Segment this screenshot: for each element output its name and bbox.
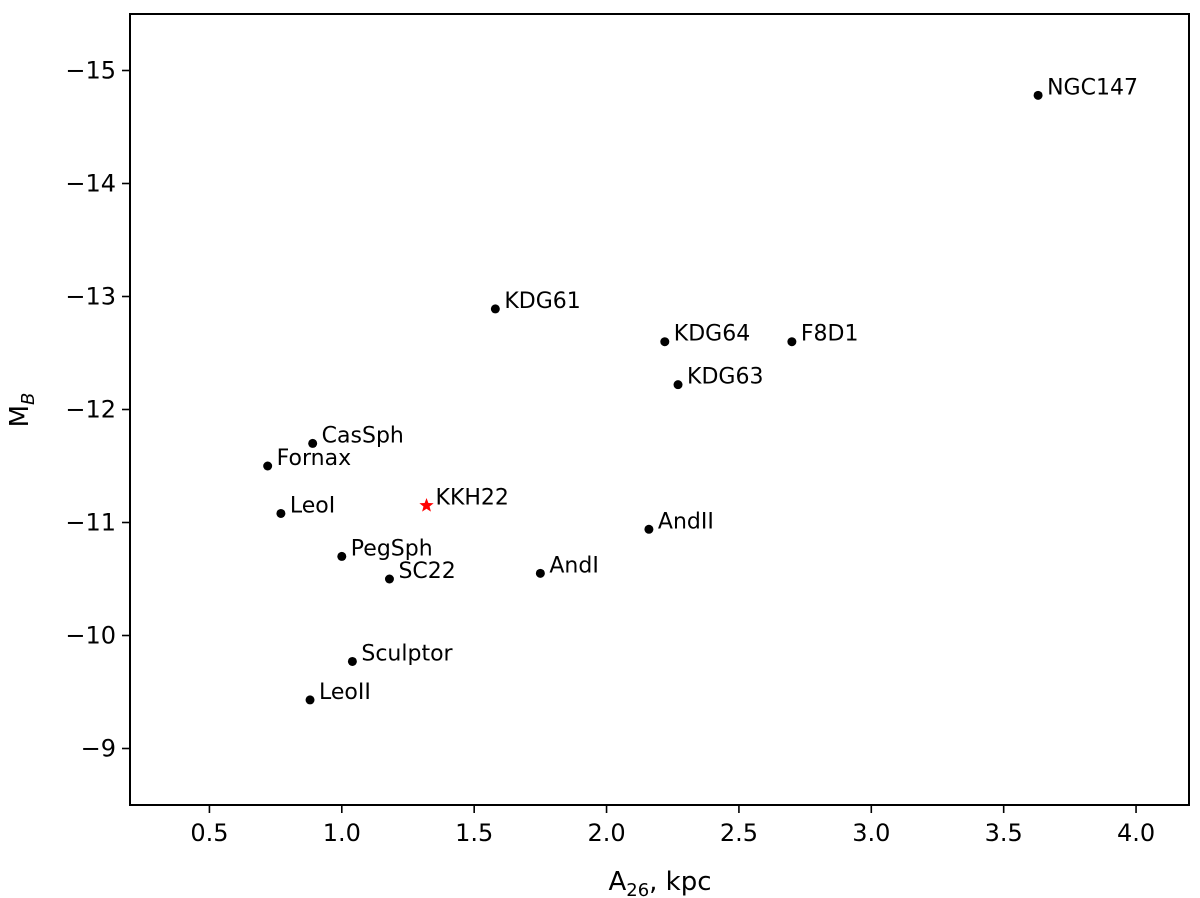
y-tick-label: −13 [65, 283, 116, 311]
data-point [276, 508, 286, 518]
x-tick-label: 3.0 [852, 819, 890, 847]
y-tick-label: −10 [65, 622, 116, 650]
x-tick-label: 1.0 [323, 819, 361, 847]
data-point-label: LeoII [319, 680, 371, 705]
data-point-label: Sculptor [361, 641, 453, 666]
data-point [308, 438, 318, 448]
y-tick-label: −12 [65, 396, 116, 424]
data-point [263, 461, 273, 471]
x-axis-title: A26, kpc [608, 867, 711, 898]
y-tick-label: −15 [65, 57, 116, 85]
data-point-label: SC22 [398, 559, 455, 584]
y-tick-label: −9 [81, 735, 116, 763]
data-point-label: AndI [549, 553, 598, 578]
data-point [787, 337, 797, 347]
data-point-label: LeoI [290, 493, 335, 518]
x-tick-label: 1.5 [455, 819, 493, 847]
data-point [660, 337, 670, 347]
data-point-label: NGC147 [1047, 75, 1138, 100]
data-point [384, 574, 394, 584]
x-tick-label: 3.5 [985, 819, 1023, 847]
x-tick-label: 2.0 [587, 819, 625, 847]
data-point [347, 656, 357, 666]
data-point-label: KKH22 [436, 486, 509, 511]
data-point-label: F8D1 [801, 322, 859, 347]
x-tick-label: 4.0 [1117, 819, 1155, 847]
data-point-label: KDG63 [687, 365, 763, 390]
data-point [644, 524, 654, 534]
data-point [337, 551, 347, 561]
x-tick-label: 2.5 [720, 819, 758, 847]
data-point-star [419, 498, 434, 512]
x-tick-label: 0.5 [190, 819, 228, 847]
y-tick-label: −11 [65, 509, 116, 537]
data-point-label: KDG61 [504, 289, 580, 314]
data-point [305, 695, 315, 705]
data-point [1033, 90, 1043, 100]
data-point [673, 380, 683, 390]
data-point [490, 304, 500, 314]
data-point-label: Fornax [277, 446, 351, 471]
data-point-label: AndII [658, 509, 714, 534]
y-tick-label: −14 [65, 170, 116, 198]
plot-area: 0.5 1.0 1.5 2.0 2.5 3.0 3.5 4.0 −15 −14 −13 −12 −11 −… [65, 57, 1155, 848]
data-point-label: KDG64 [674, 322, 750, 347]
data-point-label: CasSph [322, 423, 404, 448]
plot-frame [129, 13, 1190, 806]
data-point [535, 568, 545, 578]
y-axis-title: MB [5, 393, 39, 428]
data-point-label: PegSph [351, 536, 433, 561]
